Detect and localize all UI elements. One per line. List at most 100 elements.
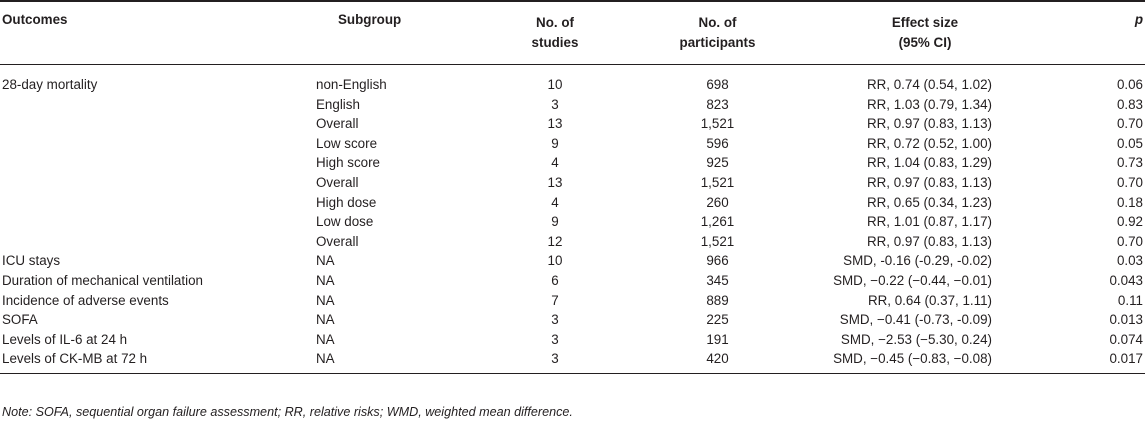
- cell-p-value: 0.11: [1117, 292, 1143, 308]
- cell-subgroup: NA: [316, 331, 335, 347]
- cell-p-value: 0.03: [1116, 253, 1143, 269]
- cell-studies: 4: [551, 155, 559, 171]
- cell-participants: 823: [706, 96, 729, 112]
- header-subgroup: Subgroup: [310, 0, 475, 65]
- table-row: 28-day mortality non-English 10 698 RR, 0.74…: [0, 65, 1145, 95]
- table-row: High score 4 925 RR, 1.04 (0.83, 1.29) 0.73: [0, 153, 1145, 173]
- header-effect-size: Effect size (95% CI): [800, 0, 1050, 65]
- header-participants-line2: participants: [679, 35, 756, 50]
- cell-p-value: 0.92: [1116, 214, 1143, 230]
- cell-outcome: Duration of mechanical ventilation: [2, 272, 203, 288]
- cell-outcome: [0, 95, 310, 115]
- cell-effect-size: RR, 0.64 (0.37, 1.11): [867, 292, 992, 308]
- cell-participants: 966: [706, 253, 729, 269]
- table-body: 28-day mortality non-English 10 698 RR, 0.74…: [0, 65, 1145, 374]
- cell-effect-size: SMD, -0.16 (-0.29, -0.02): [843, 253, 992, 269]
- cell-studies: 3: [551, 331, 559, 347]
- header-participants-line1: No. of: [698, 15, 737, 30]
- cell-outcome: [0, 232, 310, 252]
- table-row: High dose 4 260 RR, 0.65 (0.34, 1.23) 0.18: [0, 193, 1145, 213]
- table-row: ICU stays NA 10 966 SMD, -0.16 (-0.29, -0.02…: [0, 251, 1145, 271]
- cell-effect-size: RR, 0.72 (0.52, 1.00): [866, 135, 992, 151]
- cell-studies: 3: [551, 96, 559, 112]
- cell-subgroup: Low score: [316, 135, 378, 151]
- cell-participants: 420: [635, 349, 800, 374]
- cell-p-value: 0.013: [1109, 312, 1143, 328]
- cell-studies: 4: [551, 194, 559, 210]
- cell-studies: 3: [475, 349, 635, 374]
- table-row: SOFA NA 3 225 SMD, −0.41 (-0.73, -0.09) 0.013: [0, 310, 1145, 330]
- header-studies: No. of studies: [475, 0, 635, 65]
- table-row: English 3 823 RR, 1.03 (0.79, 1.34) 0.83: [0, 95, 1145, 115]
- cell-effect-size: RR, 0.97 (0.83, 1.13): [866, 116, 992, 132]
- cell-outcome: [0, 114, 310, 134]
- cell-outcome: [0, 134, 310, 154]
- cell-subgroup: Overall: [316, 233, 359, 249]
- table-row: Levels of CK-MB at 72 h NA 3 420 SMD, −0.45 …: [0, 349, 1145, 374]
- cell-p-value: 0.043: [1109, 272, 1143, 288]
- table-row: Overall 12 1,521 RR, 0.97 (0.83, 1.13) 0.70: [0, 232, 1145, 252]
- cell-studies: 9: [551, 214, 559, 230]
- cell-studies: 13: [547, 116, 563, 132]
- cell-studies: 3: [551, 312, 559, 328]
- cell-participants: 596: [706, 135, 729, 151]
- table-note: Note: SOFA, sequential organ failure ass…: [2, 405, 573, 419]
- cell-p-value: 0.074: [1109, 331, 1143, 347]
- cell-p-value: 0.83: [1116, 96, 1143, 112]
- cell-outcome: Incidence of adverse events: [2, 292, 169, 308]
- cell-effect-size: RR, 1.03 (0.79, 1.34): [866, 96, 992, 112]
- header-effect-line1: Effect size: [891, 15, 959, 30]
- cell-studies: 10: [547, 253, 563, 269]
- cell-participants: 925: [706, 155, 729, 171]
- cell-participants: 260: [706, 194, 729, 210]
- cell-effect-size: RR, 0.74 (0.54, 1.02): [866, 77, 992, 92]
- cell-participants: 191: [706, 331, 729, 347]
- cell-subgroup: High dose: [316, 194, 377, 210]
- cell-subgroup: English: [316, 96, 360, 112]
- table-row: Levels of IL-6 at 24 h NA 3 191 SMD, −2.53 (…: [0, 330, 1145, 350]
- cell-subgroup: NA: [316, 312, 335, 328]
- cell-subgroup: non-English: [316, 77, 387, 92]
- cell-participants: 889: [706, 292, 729, 308]
- cell-outcome: Levels of CK-MB at 72 h: [0, 349, 310, 374]
- cell-outcome: [0, 212, 310, 232]
- table-header: Outcomes Subgroup No. of studies No. of …: [0, 0, 1145, 65]
- cell-p-value: 0.18: [1116, 194, 1143, 210]
- header-effect-line2: (95% CI): [898, 35, 952, 50]
- results-table: Outcomes Subgroup No. of studies No. of …: [0, 0, 1145, 374]
- table-row: Overall 13 1,521 RR, 0.97 (0.83, 1.13) 0.70: [0, 114, 1145, 134]
- cell-effect-size: RR, 1.04 (0.83, 1.29): [866, 155, 992, 171]
- cell-subgroup: NA: [316, 253, 335, 269]
- cell-studies: 7: [551, 292, 559, 308]
- cell-outcome: [0, 173, 310, 193]
- cell-subgroup: NA: [316, 292, 335, 308]
- cell-p-value: 0.73: [1116, 155, 1143, 171]
- cell-effect-size: RR, 0.65 (0.34, 1.23): [866, 194, 992, 210]
- header-studies-line1: No. of: [536, 15, 574, 30]
- header-participants: No. of participants: [635, 0, 800, 65]
- cell-p-value: 0.70: [1116, 116, 1143, 132]
- results-table-container: Outcomes Subgroup No. of studies No. of …: [0, 0, 1145, 374]
- cell-subgroup: Overall: [316, 116, 359, 132]
- cell-outcome: 28-day mortality: [2, 77, 98, 92]
- cell-p-value: 0.06: [1116, 77, 1143, 92]
- cell-studies: 13: [547, 174, 563, 190]
- cell-subgroup: Low dose: [316, 214, 374, 230]
- table-row: Low score 9 596 RR, 0.72 (0.52, 1.00) 0.05: [0, 134, 1145, 154]
- cell-participants: 1,521: [700, 116, 735, 132]
- cell-effect-size: SMD, −2.53 (−5.30, 0.24): [840, 331, 992, 347]
- cell-participants: 1,261: [700, 214, 735, 230]
- header-outcomes: Outcomes: [0, 0, 310, 65]
- cell-p-value: 0.70: [1116, 174, 1143, 190]
- cell-participants: 698: [706, 77, 729, 92]
- cell-outcome: [0, 153, 310, 173]
- cell-studies: 9: [551, 135, 559, 151]
- cell-studies: 12: [547, 233, 563, 249]
- header-studies-line2: studies: [531, 35, 579, 50]
- cell-p-value: 0.70: [1116, 233, 1143, 249]
- cell-effect-size: SMD, −0.22 (−0.44, −0.01): [833, 272, 992, 288]
- cell-effect-size: SMD, −0.41 (-0.73, -0.09): [839, 312, 992, 328]
- cell-subgroup: NA: [310, 349, 475, 374]
- cell-participants: 1,521: [700, 233, 735, 249]
- cell-participants: 1,521: [700, 174, 735, 190]
